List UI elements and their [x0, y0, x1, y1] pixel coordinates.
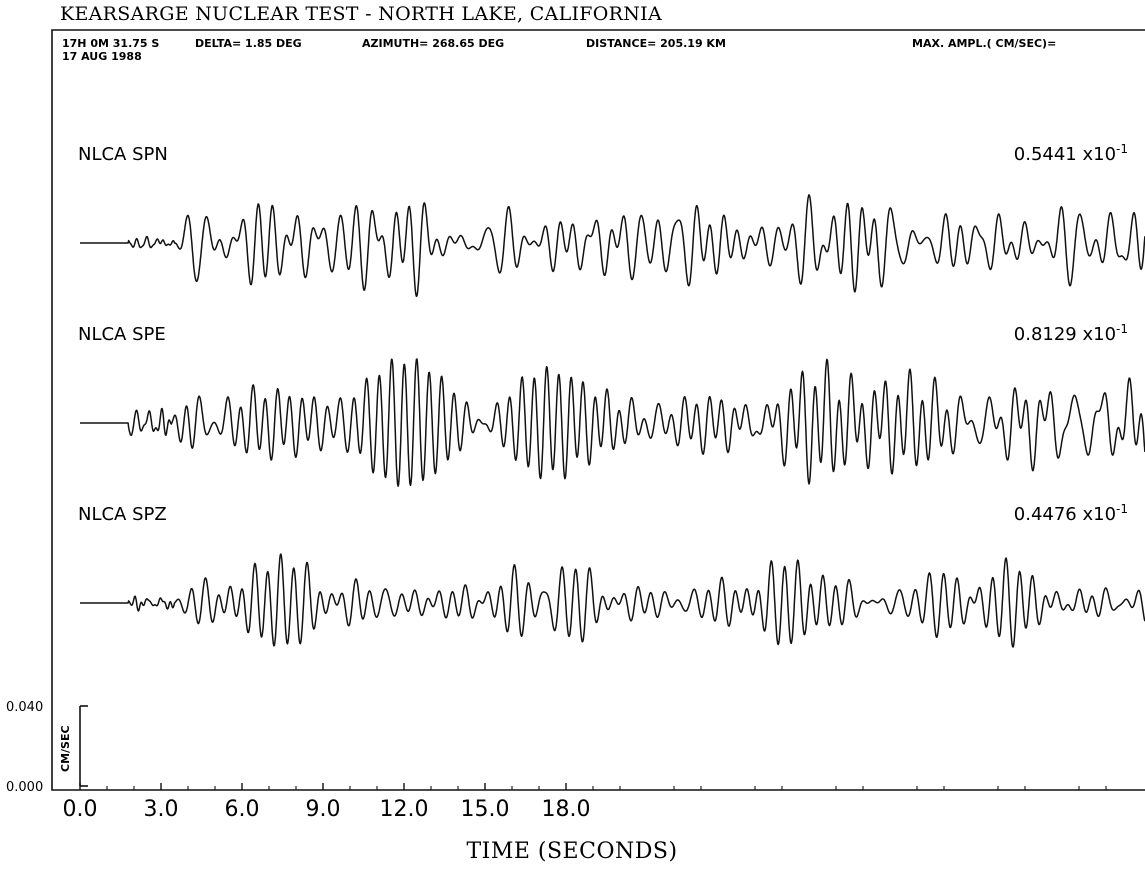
series-label: NLCA SPN — [78, 144, 168, 165]
series-max-ampl: 0.4476 x10-1 — [1014, 502, 1128, 525]
x-tick-label: 6.0 — [225, 797, 260, 822]
header-azimuth: AZIMUTH= 268.65 DEG — [362, 37, 504, 50]
series-max-ampl: 0.8129 x10-1 — [1014, 322, 1128, 345]
header-max-ampl-label: MAX. AMPL.( CM/SEC)= — [912, 37, 1056, 50]
trace-nlca-spe — [79, 358, 1145, 487]
trace-nlca-spz — [79, 553, 1145, 648]
x-tick-label: 12.0 — [380, 797, 429, 822]
frame-border — [51, 29, 1145, 791]
plot-frame — [51, 29, 1145, 791]
x-axis-ticks: 0.0 3.0 6.0 9.0 12.0 15.0 18.0 — [63, 783, 1107, 822]
x-tick-label: 18.0 — [542, 797, 591, 822]
series-max-ampl: 0.5441 x10-1 — [1014, 142, 1128, 165]
x-tick-label: 0.0 — [63, 797, 98, 822]
chart-title: KEARSARGE NUCLEAR TEST - NORTH LAKE, CAL… — [60, 3, 662, 25]
scale-tick-label-top: 0.040 — [6, 700, 43, 715]
header-distance: DISTANCE= 205.19 KM — [586, 37, 726, 50]
scale-unit-label: CM/SEC — [59, 725, 72, 772]
x-tick-label: 3.0 — [144, 797, 179, 822]
header-delta: DELTA= 1.85 DEG — [195, 37, 302, 50]
series-label: NLCA SPZ — [78, 504, 167, 525]
header-time: 17H 0M 31.75 S — [62, 37, 159, 50]
header-date: 17 AUG 1988 — [62, 50, 142, 63]
series-label: NLCA SPE — [78, 324, 166, 345]
x-tick-label: 15.0 — [461, 797, 510, 822]
x-axis-label: TIME (SECONDS) — [466, 839, 677, 864]
scale-bar: 0.040 0.000 CM/SEC — [6, 700, 88, 795]
x-tick-label: 9.0 — [306, 797, 341, 822]
scale-tick-label-bottom: 0.000 — [6, 780, 43, 795]
trace-group: NLCA SPN 0.5441 x10-1 NLCA SPE 0.8129 x10-1… — [78, 142, 1145, 648]
trace-nlca-spn — [79, 194, 1145, 298]
